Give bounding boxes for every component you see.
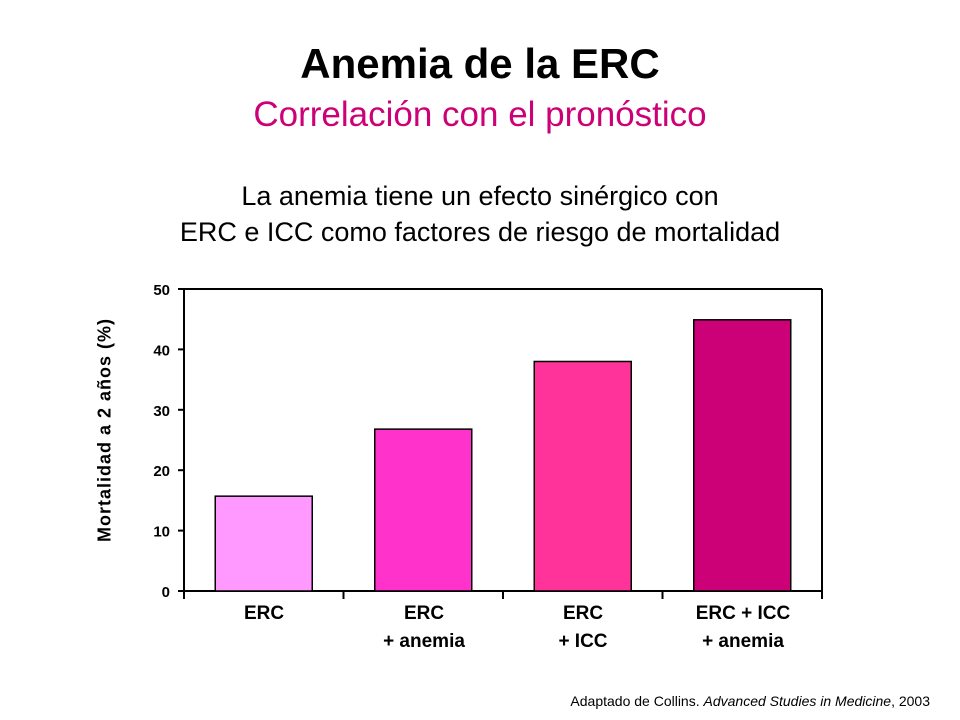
chart-description: La anemia tiene un efecto sinérgico con … (0, 178, 960, 250)
y-tick-label-10: 10 (153, 524, 170, 541)
bar-1 (214, 495, 313, 592)
source-citation: Adaptado de Collins. Advanced Studies in… (570, 693, 930, 709)
category-label-3: ERC + ICC (503, 600, 663, 656)
category-label-1: ERC (184, 600, 344, 628)
bar-3 (533, 360, 632, 592)
description-line-2: ERC e ICC como factores de riesgo de mor… (179, 217, 781, 247)
description-line-1: La anemia tiene un efecto sinérgico con (241, 181, 719, 211)
source-suffix: , 2003 (891, 693, 930, 709)
category-label-2: ERC + anemia (344, 600, 504, 656)
category-label-3-line2: + ICC (558, 631, 608, 652)
y-tick-label-40: 40 (153, 342, 170, 359)
source-journal: Advanced Studies in Medicine (703, 693, 892, 709)
y-axis-label: Mortalidad a 2 años (%) (94, 317, 115, 543)
bar-2 (374, 428, 473, 592)
category-label-4-line2: + anemia (702, 631, 784, 652)
category-label-2-line1: ERC (403, 603, 445, 624)
category-label-1-line1: ERC (243, 603, 285, 624)
category-label-4: ERC + ICC + anemia (663, 600, 823, 656)
y-tick-label-0: 0 (162, 584, 170, 601)
bar-4 (693, 319, 792, 592)
y-tick-label-30: 30 (153, 403, 170, 420)
slide-title: Anemia de la ERC (300, 40, 660, 87)
category-label-2-line2: + anemia (383, 631, 465, 652)
y-tick-label-20: 20 (153, 463, 170, 480)
slide-subtitle: Correlación con el pronóstico (253, 95, 707, 134)
category-label-4-line1: ERC + ICC (695, 603, 791, 624)
source-prefix: Adaptado de Collins. (570, 693, 704, 709)
category-label-3-line1: ERC (562, 603, 604, 624)
y-tick-label-50: 50 (153, 282, 170, 299)
